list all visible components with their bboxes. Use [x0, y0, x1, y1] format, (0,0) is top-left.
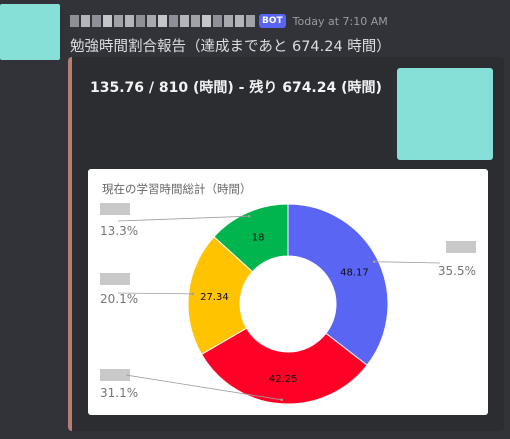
donut-slice	[287, 203, 389, 366]
redacted-label-blocks	[100, 203, 476, 381]
slice-percent-label: 35.5%	[438, 264, 476, 278]
slice-value-label: 27.34	[200, 292, 229, 303]
message-header: BOT Today at 7:10 AM	[70, 12, 388, 30]
slice-value-label: 18	[252, 232, 265, 243]
slice-percent-label: 20.1%	[100, 292, 138, 306]
leader-dot	[280, 398, 283, 402]
slice-percent-label: 31.1%	[100, 386, 138, 400]
chart-title: 現在の学習時間総計（時間）	[102, 182, 252, 196]
username-redacted[interactable]	[70, 15, 255, 27]
slice-percent-label: 13.3%	[100, 224, 138, 238]
embed-thumbnail[interactable]	[397, 68, 493, 160]
avatar[interactable]	[0, 4, 60, 60]
leader-dot	[372, 260, 376, 263]
leader-dot	[191, 292, 194, 296]
chart-image[interactable]: 現在の学習時間総計（時間） 35.5% 31.1% 20.1% 13.3% 48…	[88, 169, 488, 415]
timestamp: Today at 7:10 AM	[292, 14, 388, 28]
donut-slices	[187, 203, 389, 405]
slice-value-label: 42.25	[269, 374, 298, 385]
leader-line	[125, 374, 282, 401]
leader-line	[374, 261, 441, 264]
embed: 135.76 / 810 (時間) - 残り 674.24 (時間) 現在の学習…	[68, 57, 504, 431]
leader-line	[117, 292, 193, 295]
donut-chart: 現在の学習時間総計（時間） 35.5% 31.1% 20.1% 13.3% 48…	[100, 182, 476, 405]
embed-title: 135.76 / 810 (時間) - 残り 674.24 (時間)	[90, 80, 382, 96]
donut-slice	[200, 327, 368, 405]
leader-dot	[247, 214, 251, 218]
donut-slice	[187, 236, 254, 356]
donut-slice	[213, 203, 289, 273]
leader-line	[117, 215, 250, 222]
message-text: 勉強時間割合報告（達成まであと 674.24 時間）	[70, 39, 391, 55]
leader-lines	[117, 214, 441, 402]
slice-value-label: 48.17	[340, 267, 369, 278]
bot-badge: BOT	[259, 14, 286, 28]
